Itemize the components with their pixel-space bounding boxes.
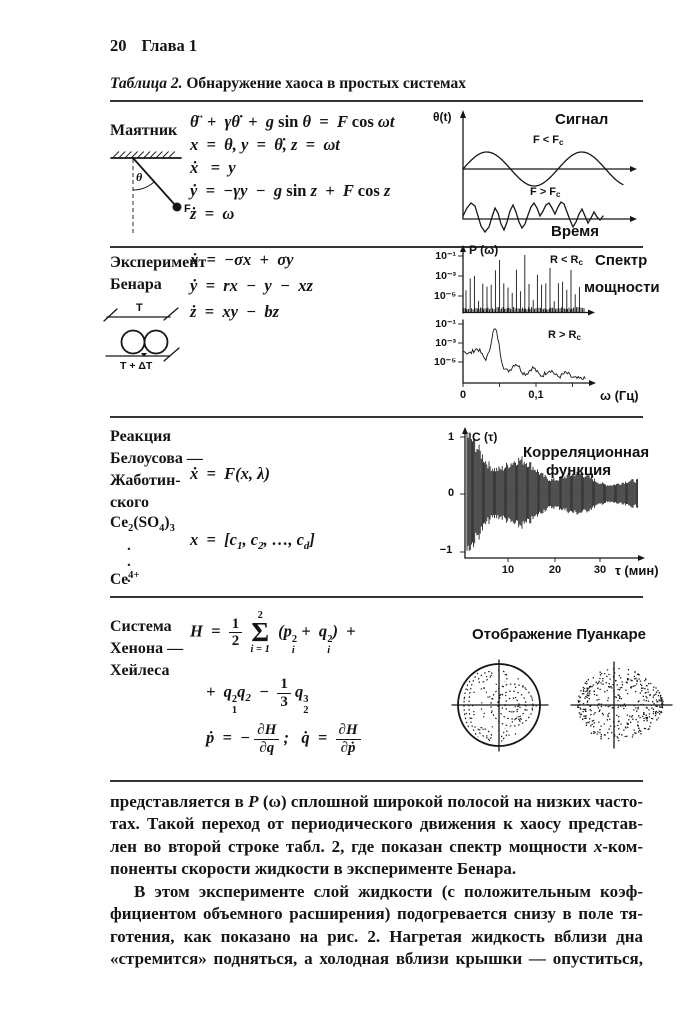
benard-eq-3: ż = xy − bz — [190, 302, 280, 321]
row-bz-label-4: ского — [110, 494, 149, 511]
signal-title: Сигнал — [555, 111, 609, 128]
signal-periodic-label: F < Fc — [533, 134, 564, 147]
henon-eq-canonical: ṗ = − ∂H ∂q ; q̇ = ∂H ∂ṗ — [206, 722, 361, 756]
spectrum-ytick-2a: 10⁻³ — [435, 270, 456, 282]
correlation-ytick-1: 1 — [447, 431, 455, 443]
spectrum-below-critical-label: R < Rc — [550, 254, 583, 267]
benard-bottom-plate-label: T + ΔT — [120, 360, 153, 372]
pendulum-eq-1: θ̈ + γθ̇ + g sin θ = F cos ωt — [190, 112, 395, 131]
body-line-4: поненты скорости жидкости в эксперименте… — [110, 859, 517, 878]
row-bz-label-2: Белоусова — — [110, 450, 203, 467]
body-line-2: тах. Такой переход от периодического дви… — [110, 814, 643, 833]
correlation-ylabel: C (τ) — [472, 430, 498, 444]
correlation-xtick-20: 20 — [548, 564, 562, 576]
correlation-title-1: Корреляционная — [523, 444, 650, 461]
correlation-figure: 1 C (τ) Корреляционная функция 0 −1 10 2… — [428, 424, 683, 589]
body-line-7: готения, как показано на рис. 2. Нагрета… — [110, 927, 643, 946]
spectrum-xtick-0: 0 — [459, 389, 467, 401]
table-rule-bottom — [110, 780, 643, 782]
table-rule-top — [110, 100, 643, 102]
spectrum-figure: P (ω) 10⁻¹ 10⁻³ 10⁻⁵ R < Rc Спектр мощно… — [434, 243, 673, 411]
row-benard-label-1: Эксперимент — [110, 254, 207, 271]
body-line-3: лен во второй строке табл. 2, где показа… — [110, 837, 643, 856]
signal-chaotic-label: F > Fc — [530, 186, 561, 199]
spectrum-plot-svg — [458, 245, 596, 387]
body-line-8: «стремится» подняться, а холодная вблизи… — [110, 949, 643, 968]
spectrum-title-1: Спектр — [595, 252, 648, 269]
correlation-xlabel: τ (мин) — [615, 563, 659, 578]
row-henon-label-3: Хейлеса — [110, 662, 170, 679]
table-rule-3 — [110, 596, 643, 598]
table-rule-2 — [110, 416, 643, 418]
pendulum-diagram: θ F — [103, 143, 198, 243]
table-caption: Таблица 2. Обнаружение хаоса в простых с… — [110, 75, 466, 93]
benard-eq-1: ẋ = −σx + σy — [190, 250, 294, 269]
spectrum-ytick-2b: 10⁻³ — [435, 337, 456, 349]
spectrum-ytick-3b: 10⁻⁵ — [434, 356, 457, 368]
pendulum-eq-5: ż = ω — [190, 204, 235, 223]
page-header: 20 Глава 1 — [110, 36, 197, 56]
pendulum-eq-4: ẏ = −γy − g sin z + F cos z — [190, 181, 391, 200]
correlation-ytick-0: 0 — [447, 487, 455, 499]
bz-chem-bottom: Ce4+ — [110, 570, 140, 589]
poincare-figure: Отображение Пуанкаре — [438, 610, 688, 775]
benard-diagram: T T + ΔT — [100, 302, 235, 378]
chapter-title: Глава 1 — [141, 36, 198, 55]
benard-eq-2: ẏ = rx − y − xz — [190, 276, 313, 295]
row-bz-label-1: Реакция — [110, 428, 171, 445]
signal-figure: θ(t) Сигнал F < Fc F > Fc Время — [433, 107, 673, 244]
row-henon-label-1: Система — [110, 618, 172, 635]
correlation-xtick-10: 10 — [501, 564, 515, 576]
pendulum-eq-3: ẋ = y — [190, 158, 236, 177]
spectrum-xtick-01: 0,1 — [528, 389, 544, 401]
spectrum-ytick-3a: 10⁻⁵ — [434, 290, 457, 302]
page-number: 20 — [110, 36, 127, 55]
correlation-xtick-30: 30 — [593, 564, 607, 576]
spectrum-title-2: мощности — [584, 279, 660, 296]
correlation-plot-svg — [460, 427, 645, 562]
bz-vertical-dots: . . . — [127, 538, 131, 586]
signal-xlabel: Время — [551, 223, 599, 240]
body-line-5: В этом эксперименте слой жидкости (с пол… — [134, 882, 643, 901]
pendulum-diagram-svg — [110, 151, 182, 233]
spectrum-ytick-1b: 10⁻¹ — [435, 318, 456, 330]
signal-plot-svg — [460, 110, 637, 234]
pendulum-eq-2: x = θ, y = θ̇, z = ωt — [190, 135, 340, 154]
spectrum-ytick-1a: 10⁻¹ — [435, 250, 456, 262]
bz-eq-1: ẋ = F(x, λ) — [190, 464, 270, 483]
table-rule-1 — [110, 246, 643, 248]
poincare-title: Отображение Пуанкаре — [472, 626, 647, 643]
benard-top-plate-label: T — [136, 302, 143, 314]
poincare-map-svg — [451, 659, 673, 752]
table-caption-label: Таблица 2. — [110, 75, 183, 92]
spectrum-above-critical-label: R > Rc — [548, 329, 581, 342]
correlation-ytick-neg1: −1 — [439, 544, 453, 556]
signal-ylabel: θ(t) — [433, 110, 452, 124]
row-henon-label-2: Хенона — — [110, 640, 184, 657]
benard-diagram-svg — [103, 307, 180, 362]
body-line-1: представляется в P (ω) сплошной широкой … — [110, 792, 643, 811]
spectrum-ylabel: P (ω) — [469, 243, 499, 257]
row-pendulum-label: Маятник — [110, 122, 178, 139]
spectrum-xlabel: ω (Гц) — [600, 388, 639, 403]
bz-eq-2: x = [c1, c2, …, cd] — [190, 530, 315, 552]
table-caption-text: Обнаружение хаоса в простых системах — [182, 75, 466, 92]
pendulum-angle-label: θ — [136, 170, 143, 184]
row-benard-label-2: Бенара — [110, 276, 162, 293]
pendulum-force-label: F — [184, 203, 191, 215]
correlation-title-2: функция — [546, 462, 612, 479]
row-bz-label-3: Жаботин- — [110, 472, 181, 489]
bz-chem-top: Ce2(SO4)3 — [110, 514, 175, 535]
body-line-6: фициентом объемного расширения) подогрев… — [110, 904, 643, 923]
